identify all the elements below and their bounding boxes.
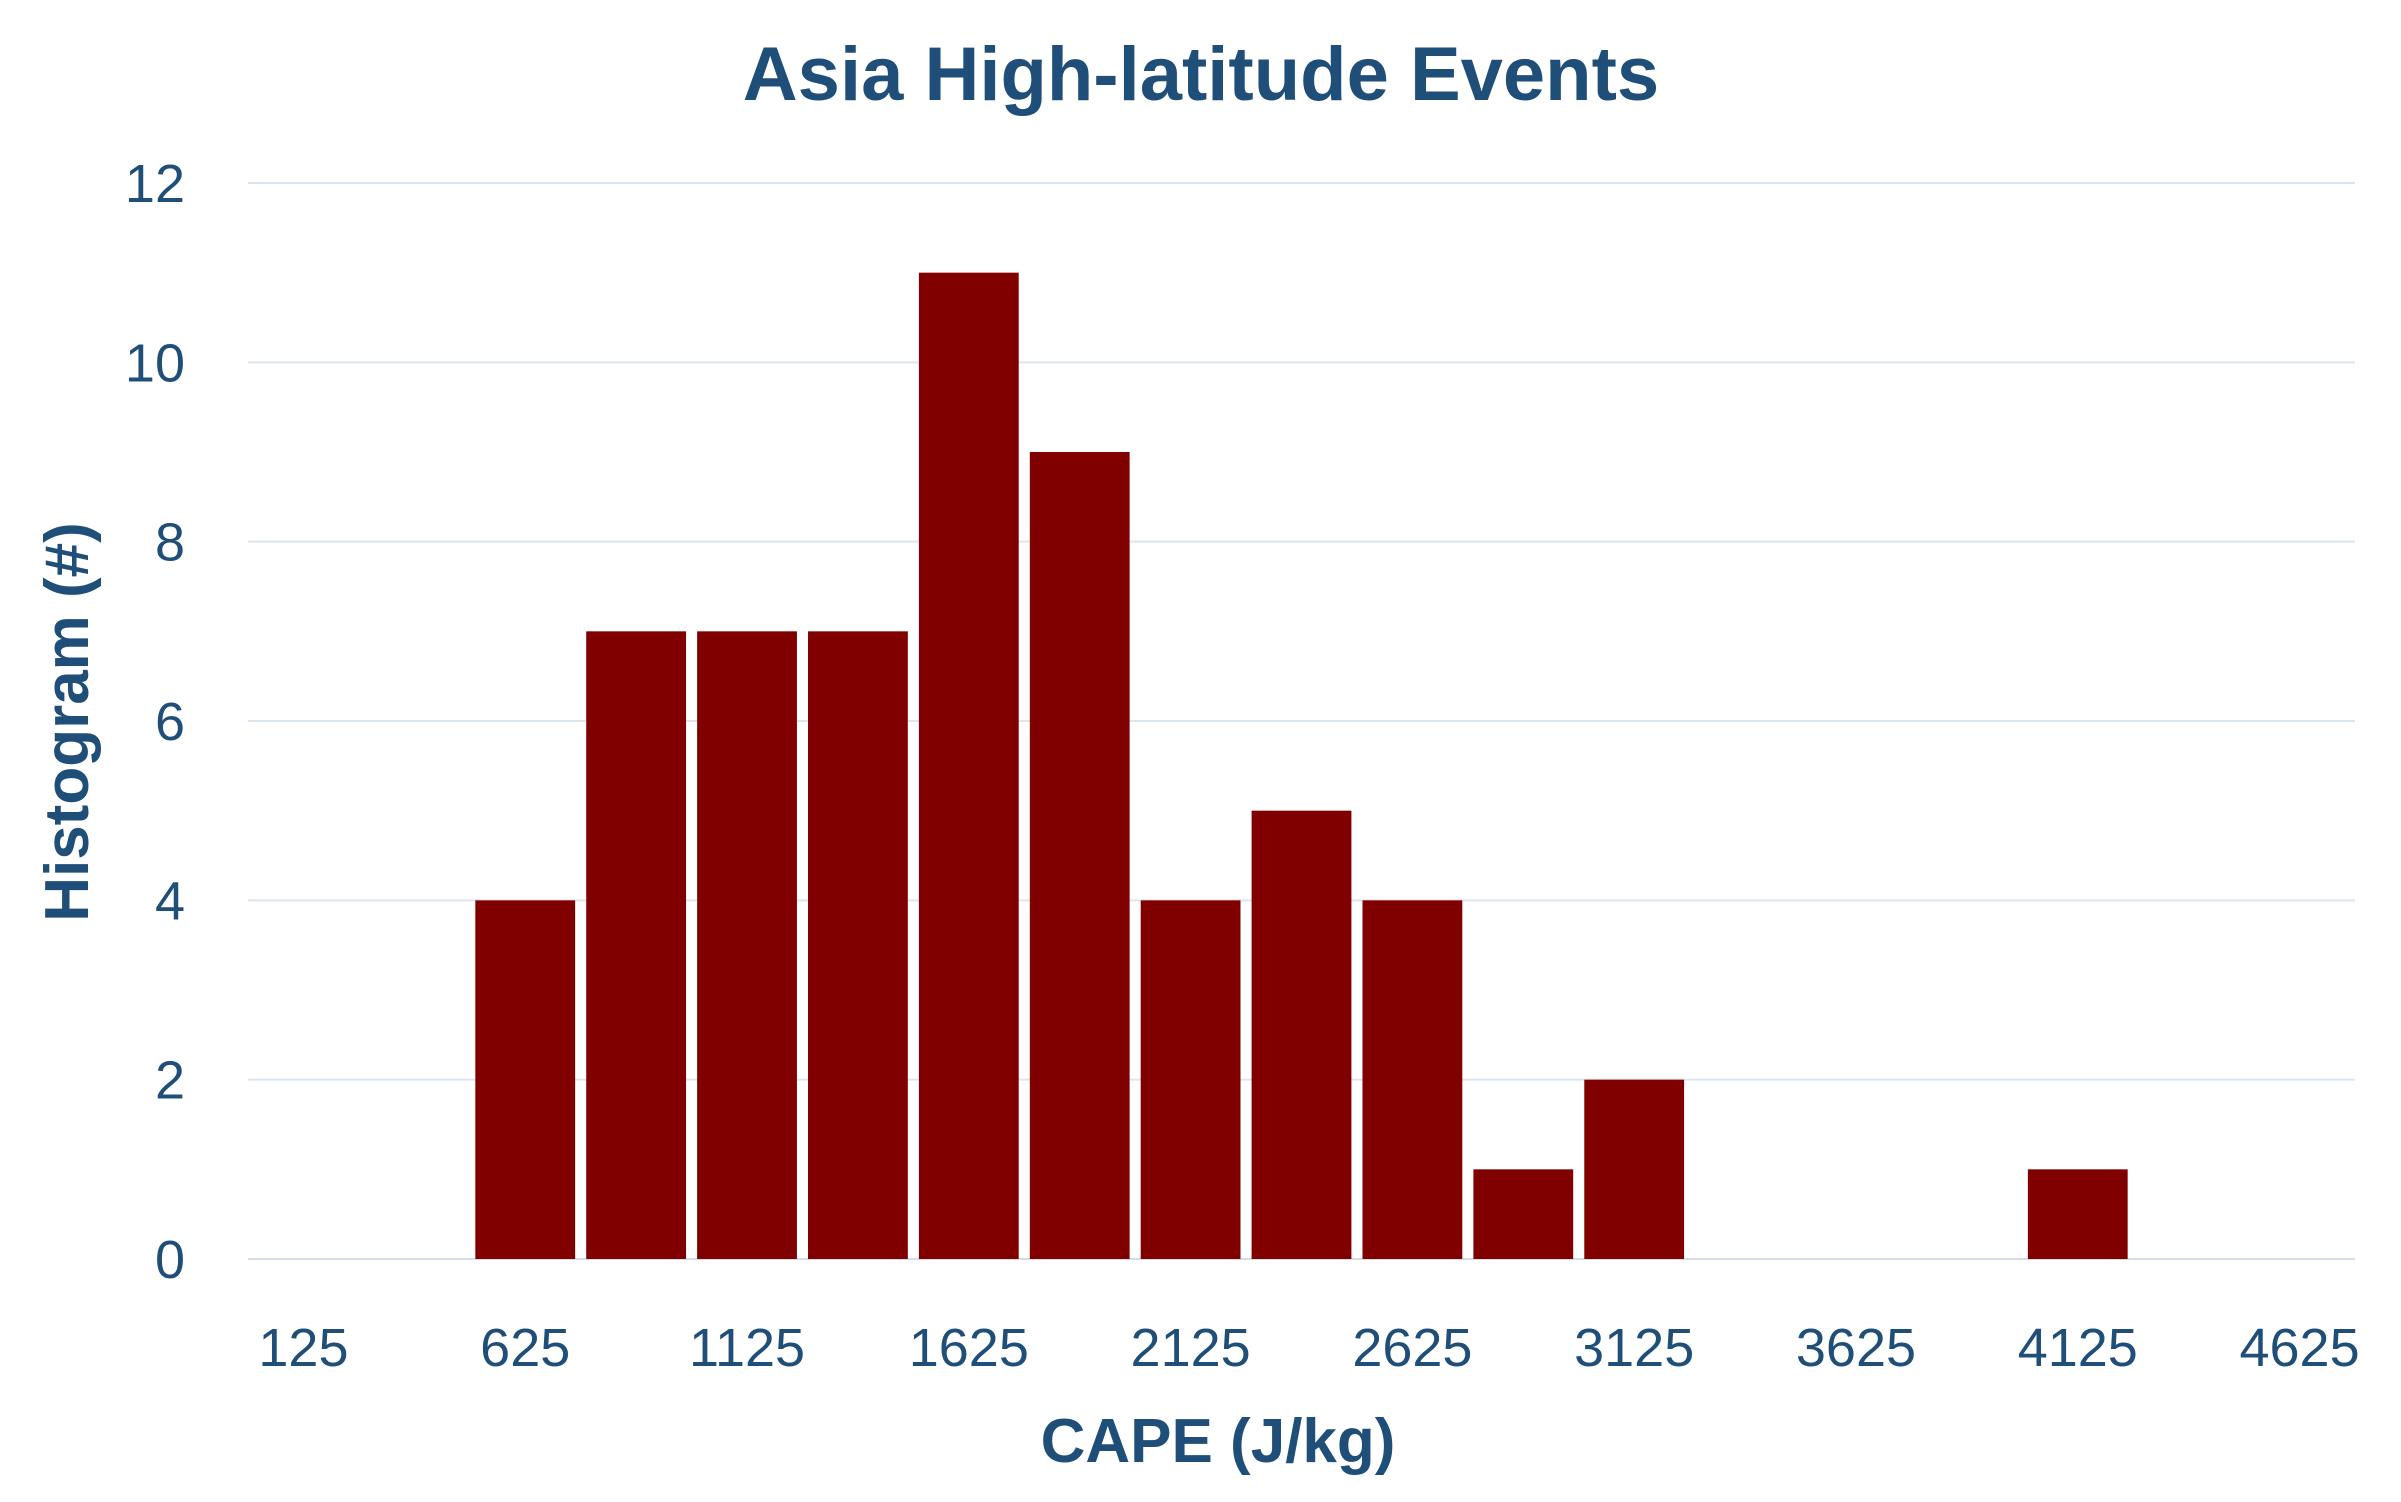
bar-1375 <box>808 631 908 1259</box>
x-tick-label: 125 <box>258 1318 348 1378</box>
y-tick-label: 4 <box>155 871 185 931</box>
bar-2875 <box>1473 1169 1574 1259</box>
bar-625 <box>475 900 576 1259</box>
x-tick-label: 3125 <box>1574 1318 1694 1378</box>
bar-1875 <box>1029 452 1130 1259</box>
x-tick-label: 2625 <box>1352 1318 1472 1378</box>
bars <box>475 272 2128 1260</box>
y-tick-label: 2 <box>155 1051 185 1111</box>
y-tick-label: 12 <box>125 154 185 214</box>
y-tick-label: 10 <box>125 333 185 393</box>
bar-4125 <box>2027 1169 2128 1259</box>
x-axis-ticks: 125 625 1125 1625 2125 2625 3125 3625 4125 4625 <box>258 1318 2359 1378</box>
y-tick-label: 0 <box>155 1230 185 1290</box>
x-tick-label: 1125 <box>689 1318 805 1378</box>
bar-2625 <box>1362 900 1463 1259</box>
bar-2125 <box>1140 900 1241 1259</box>
x-tick-label: 4125 <box>2018 1318 2138 1378</box>
x-tick-label: 4625 <box>2239 1318 2359 1378</box>
y-axis-ticks: 0 2 4 6 8 10 12 <box>125 154 185 1290</box>
x-tick-label: 1625 <box>909 1318 1029 1378</box>
x-tick-label: 2125 <box>1131 1318 1251 1378</box>
x-tick-label: 3625 <box>1796 1318 1916 1378</box>
bar-875 <box>586 631 687 1259</box>
y-tick-label: 8 <box>155 513 185 573</box>
bar-3125 <box>1584 1079 1685 1259</box>
x-tick-label: 625 <box>480 1318 570 1378</box>
y-tick-label: 6 <box>155 692 185 752</box>
chart-title: Asia High-latitude Events <box>743 32 1659 117</box>
y-axis-title: Histogram (#) <box>33 522 102 922</box>
bar-1125 <box>697 631 797 1259</box>
bar-2375 <box>1251 810 1352 1259</box>
bar-1625 <box>918 272 1019 1260</box>
x-axis-title: CAPE (J/kg) <box>1041 1407 1396 1476</box>
